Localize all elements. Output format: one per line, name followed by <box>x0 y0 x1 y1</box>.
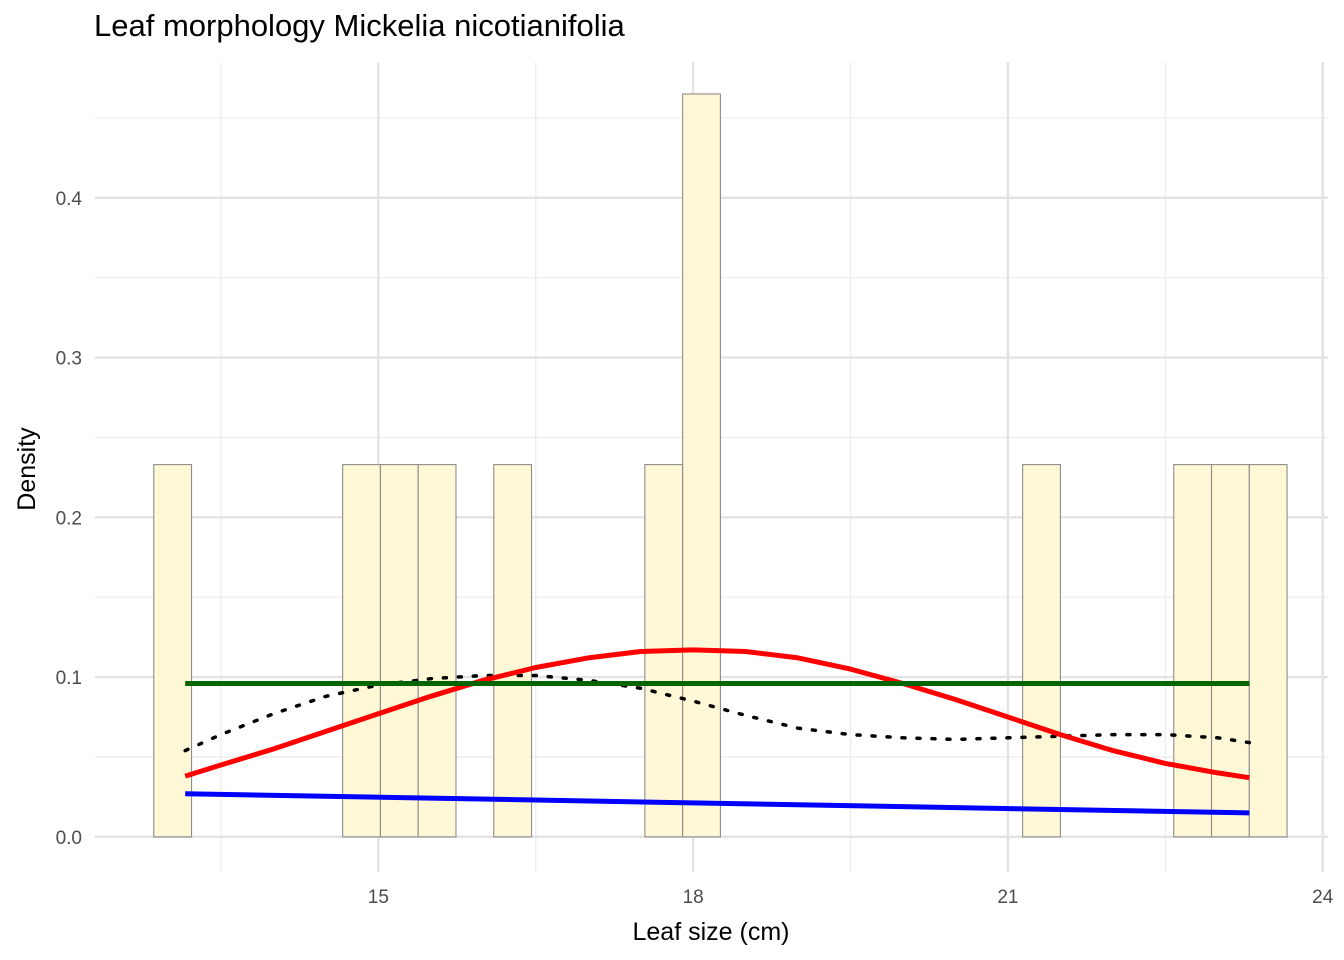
series-line <box>185 791 1250 816</box>
histogram-bar <box>1210 464 1250 838</box>
y-tick-labels: 0.0 0.1 0.2 0.3 0.4 <box>56 189 83 849</box>
y-tick-label: 0.1 <box>56 668 82 689</box>
x-tick-label: 15 <box>368 887 389 908</box>
histogram-bar <box>417 464 457 838</box>
y-tick-label: 0.0 <box>56 828 82 849</box>
x-tick-label: 24 <box>1312 887 1334 908</box>
histogram-bar <box>682 93 721 838</box>
x-tick-label: 21 <box>997 887 1018 908</box>
y-tick-label: 0.4 <box>56 189 83 210</box>
histogram-bar <box>379 464 419 838</box>
x-tick-label: 18 <box>683 887 704 908</box>
histogram-bar <box>342 464 381 838</box>
chart-title: Leaf morphology Mickelia nicotianifolia <box>94 8 625 43</box>
series-line <box>183 673 1252 753</box>
y-tick-label: 0.3 <box>56 349 82 370</box>
histogram-bar <box>1173 464 1213 838</box>
histogram-bars <box>153 93 1288 838</box>
x-tick-labels: 15 18 21 24 <box>368 887 1334 908</box>
series-line <box>184 647 1250 781</box>
density-curves <box>183 647 1252 816</box>
x-axis-title: Leaf size (cm) <box>633 918 790 946</box>
y-axis-title: Density <box>13 427 41 511</box>
histogram-bar <box>493 464 533 838</box>
histogram-bar <box>153 464 193 838</box>
histogram-bar <box>1248 464 1288 838</box>
histogram-bar <box>1022 464 1061 838</box>
y-tick-label: 0.2 <box>56 508 82 529</box>
